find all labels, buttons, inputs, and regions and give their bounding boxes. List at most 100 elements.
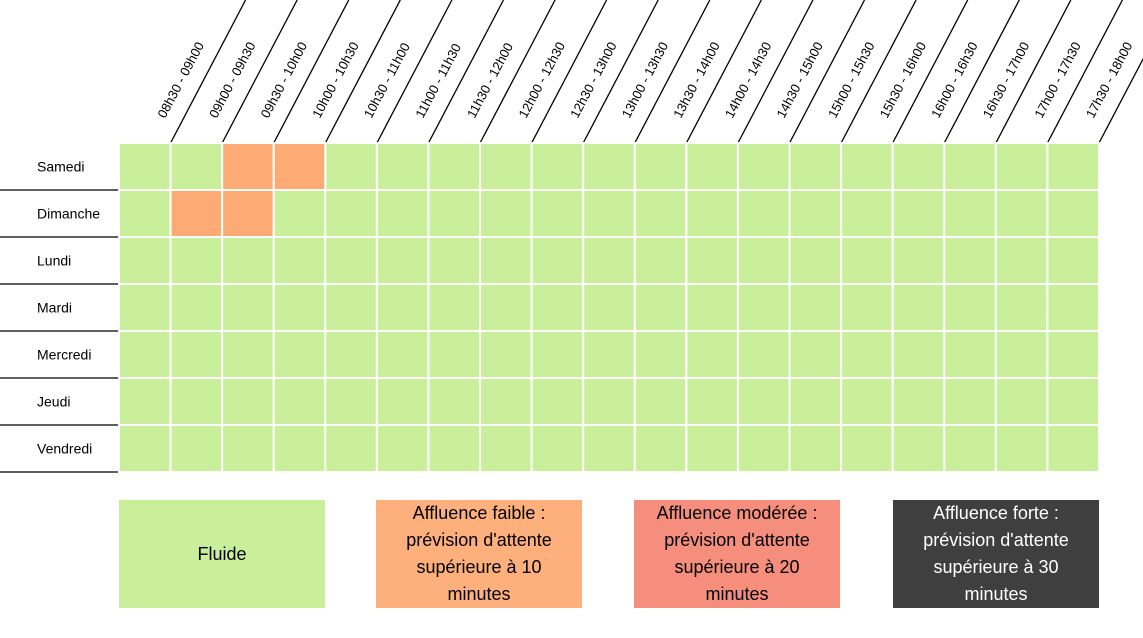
heatmap-cell [943,283,997,332]
time-slot-label: 15h30 - 16h00 [877,39,930,120]
heatmap-cell [788,283,843,332]
heatmap-cell [1046,189,1100,238]
heatmap-cell [943,236,997,285]
heatmap-cell [272,330,327,379]
heatmap-cell [221,377,275,426]
heatmap-cell [530,330,585,379]
heatmap-cell [633,189,688,238]
time-slot-label: 14h30 - 15h00 [773,39,826,120]
header-separator [1046,0,1123,144]
heatmap-cell [324,377,378,426]
header-separator [943,0,1020,144]
heatmap-cell [943,189,997,238]
heatmap-cell [788,189,843,238]
heatmap-cell [324,330,378,379]
heatmap-cell [375,142,430,191]
heatmap-cell [375,424,430,473]
heatmap-cell [530,424,585,473]
heatmap-cell [788,330,843,379]
heatmap-cell [891,189,946,238]
heatmap-cell [943,142,997,191]
heatmap-cell [891,283,946,332]
heatmap-cell [479,236,533,285]
time-slot-label: 08h30 - 09h00 [154,39,207,120]
heatmap-cell [788,142,843,191]
heatmap-cell [994,236,1049,285]
heatmap-cell [788,377,843,426]
heatmap-cell [788,424,843,473]
heatmap-cell [530,189,585,238]
heatmap-cell [272,236,327,285]
heatmap-cell [375,189,430,238]
heatmap-cell [530,236,585,285]
header-separator [221,0,298,144]
time-slot-label: 12h30 - 13h00 [567,39,620,120]
heatmap-cell [685,283,739,332]
heatmap-cell [272,377,327,426]
header-separator [840,0,917,144]
heatmap-cell [943,424,997,473]
heatmap-cell [994,330,1049,379]
day-labels: Samedi Dimanche Lundi Mardi Mercredi Jeudi Ven… [37,159,100,457]
heatmap-cell [736,377,791,426]
header-separator [685,0,762,144]
heatmap-cell [118,330,172,379]
header-separator [531,0,608,144]
heatmap-cell [994,142,1049,191]
heatmap-cell [685,189,739,238]
heatmap-cell [633,330,688,379]
header-separator [995,0,1072,144]
heatmap-cell [891,236,946,285]
heatmap-cell [118,142,172,191]
heatmap-cell [736,142,791,191]
heatmap-cell [891,142,946,191]
heatmap-cell [427,189,482,238]
heatmap-cell [427,236,482,285]
heatmap-cell [994,424,1049,473]
heatmap-cell [1046,330,1100,379]
heatmap-cell [685,236,739,285]
heatmap-cell [118,377,172,426]
heatmap-cell [840,142,894,191]
day-label: Samedi [37,159,84,175]
heatmap-cell [118,236,172,285]
header-separator [892,0,969,144]
day-label: Mardi [37,300,72,316]
heatmap-cell [324,236,378,285]
row-separators [0,189,119,473]
heatmap-cell [582,424,636,473]
time-slot-label: 17h00 - 17h30 [1031,39,1084,120]
heatmap-cell [582,142,636,191]
heatmap-cell [1046,424,1100,473]
legend-fluide: Fluide [119,500,325,608]
heatmap-cell [736,283,791,332]
day-label: Dimanche [37,206,100,222]
heatmap-cell [479,377,533,426]
legend-affluence-forte-label: Affluence forte : prévision d'attente su… [923,503,1069,604]
header-separator [324,0,401,144]
time-slot-label: 12h00 - 12h30 [515,39,568,120]
legend-affluence-moderee-label: Affluence modérée : prévision d'attente … [656,503,818,604]
heatmap-cell [633,283,688,332]
time-slot-label: 13h00 - 13h30 [619,39,672,120]
heatmap-cell [633,142,688,191]
header-separator [479,0,556,144]
heatmap-cell [736,424,791,473]
header-separator [737,0,814,144]
heatmap-cell [530,142,585,191]
heatmap-cell [324,189,378,238]
heatmap-cell [840,330,894,379]
heatmap-cell [685,330,739,379]
header-separator [170,0,247,144]
heatmap-cells [118,142,1100,473]
time-slot-label: 13h30 - 14h00 [670,39,723,120]
heatmap-cell [530,283,585,332]
heatmap-cell [118,283,172,332]
heatmap-cell [479,424,533,473]
heatmap-cell [582,189,636,238]
header-separator [376,0,453,144]
heatmap-cell [375,236,430,285]
heatmap-cell [427,377,482,426]
header-separator [788,0,866,144]
legend-fluide-label: Fluide [197,543,247,564]
